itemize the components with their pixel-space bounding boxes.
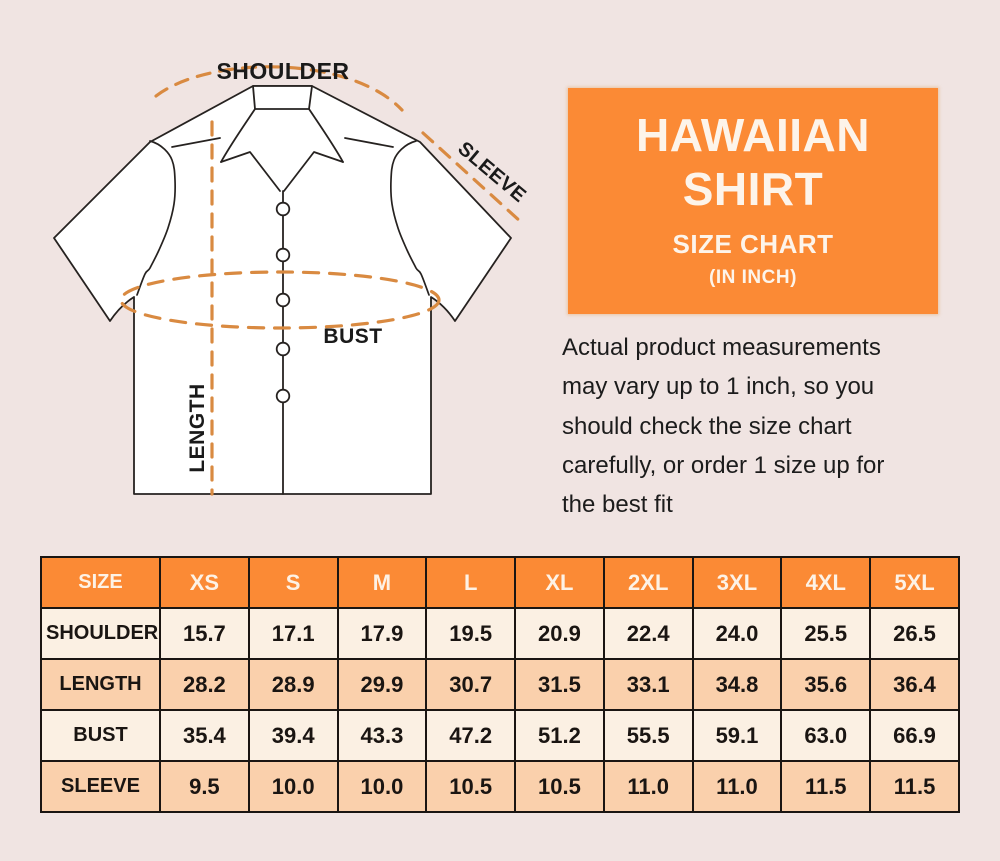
svg-text:LENGTH: LENGTH <box>186 383 209 472</box>
svg-text:SHOULDER: SHOULDER <box>216 58 349 84</box>
svg-text:BUST: BUST <box>323 325 382 348</box>
